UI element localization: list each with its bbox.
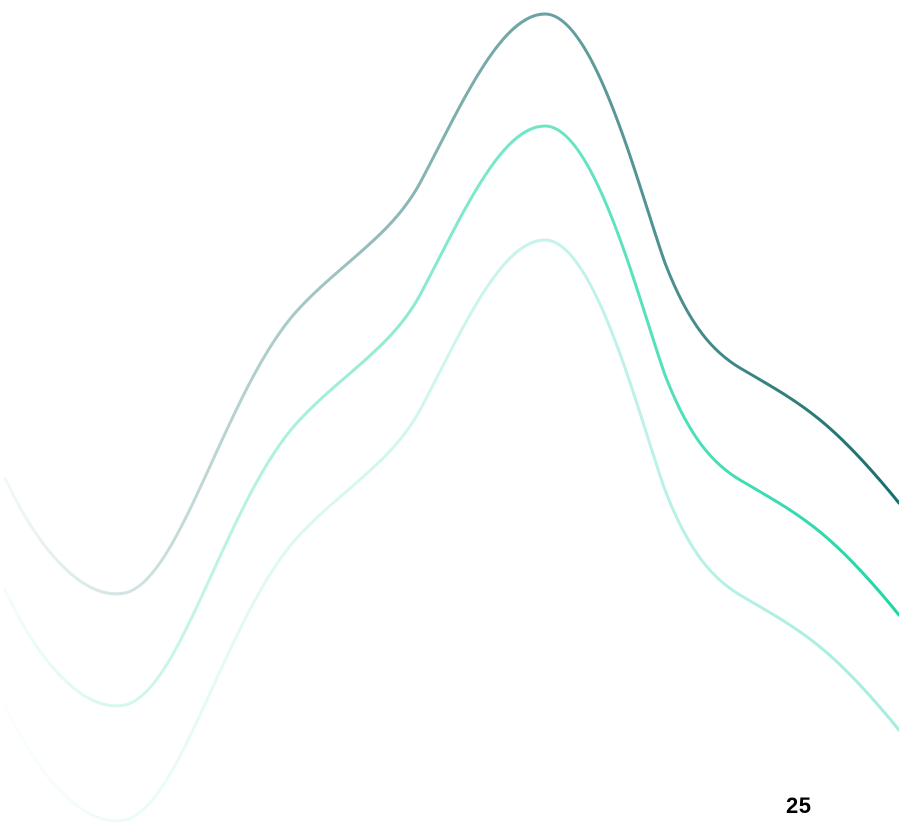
wave-line-green — [3, 124, 899, 708]
wave-line-light — [3, 238, 899, 823]
page-number: 25 — [786, 793, 812, 818]
wave-line-dark — [3, 12, 899, 596]
